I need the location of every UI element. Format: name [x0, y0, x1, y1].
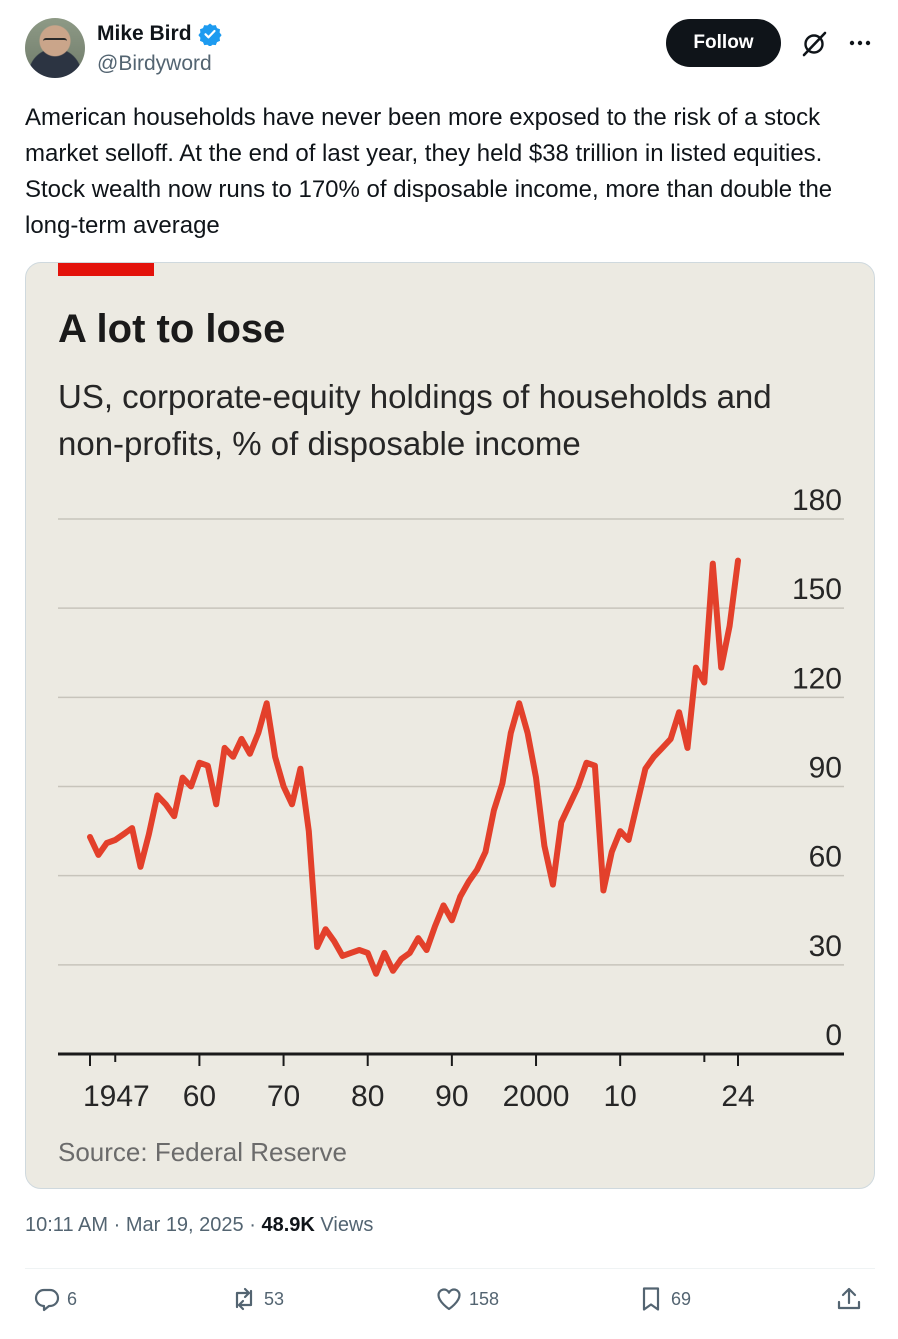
reply-button[interactable]: 6: [33, 1285, 77, 1313]
x-tick-label: 60: [183, 1080, 216, 1113]
follow-button[interactable]: Follow: [666, 19, 781, 67]
chart-tag-bar: [58, 263, 154, 276]
bookmark-icon: [642, 1287, 660, 1311]
more-options-icon[interactable]: [847, 30, 873, 56]
author-handle[interactable]: @Birdyword: [97, 52, 212, 75]
author-name-row: Mike Bird: [97, 22, 222, 46]
x-tick-label: 10: [603, 1080, 636, 1113]
y-tick-label: 150: [792, 573, 842, 606]
bookmark-count: 69: [671, 1288, 692, 1309]
chart-source: Source: Federal Reserve: [58, 1137, 347, 1167]
x-tick-label: 24: [721, 1080, 754, 1113]
tweet-date[interactable]: Mar 19, 2025: [125, 1214, 244, 1236]
tweet-meta: 10:11 AM · Mar 19, 2025 · 48.9K Views: [25, 1214, 374, 1236]
y-tick-label: 0: [825, 1019, 842, 1052]
like-button[interactable]: 158: [435, 1285, 499, 1313]
y-tick-label: 90: [809, 752, 842, 785]
action-bar: 6 53 158 69: [25, 1285, 875, 1325]
share-button[interactable]: [835, 1285, 863, 1313]
chart-subtitle-line-2: non-profits, % of disposable income: [58, 425, 581, 462]
grok-icon[interactable]: [800, 30, 828, 58]
avatar[interactable]: [25, 18, 85, 78]
heart-icon: [437, 1288, 461, 1311]
tweet-time[interactable]: 10:11 AM: [25, 1214, 109, 1236]
line-chart: A lot to lose US, corporate-equity holdi…: [58, 263, 844, 1167]
x-tick-label: 1947: [83, 1080, 150, 1113]
repost-count: 53: [264, 1288, 285, 1309]
y-tick-label: 30: [809, 930, 842, 963]
verified-badge-icon: [197, 23, 222, 46]
views-label: Views: [320, 1214, 374, 1236]
x-tick-label: 80: [351, 1080, 384, 1113]
share-icon: [837, 1287, 861, 1310]
chart-title: A lot to lose: [58, 307, 285, 351]
x-tick-label: 70: [267, 1080, 300, 1113]
reply-count: 6: [67, 1288, 78, 1309]
divider: [25, 1268, 875, 1269]
series-line: [87, 557, 741, 977]
repost-button[interactable]: 53: [230, 1285, 284, 1313]
x-tick-label: 2000: [503, 1080, 570, 1113]
views-count: 48.9K: [261, 1214, 315, 1236]
tweet-text: American households have never been more…: [25, 104, 833, 239]
repost-icon: [235, 1287, 253, 1311]
y-tick-label: 120: [792, 662, 842, 695]
tweet-header: Mike Bird @Birdyword Follow: [25, 18, 875, 82]
author-display-name[interactable]: Mike Bird: [97, 22, 192, 45]
y-tick-label: 180: [792, 484, 842, 517]
y-tick-label: 60: [809, 841, 842, 874]
reply-icon: [34, 1288, 60, 1312]
like-count: 158: [469, 1288, 500, 1309]
bookmark-button[interactable]: 69: [637, 1285, 691, 1313]
chart-subtitle-line-1: US, corporate-equity holdings of househo…: [58, 378, 772, 415]
chart-image[interactable]: A lot to lose US, corporate-equity holdi…: [25, 262, 875, 1189]
x-tick-label: 90: [435, 1080, 468, 1113]
